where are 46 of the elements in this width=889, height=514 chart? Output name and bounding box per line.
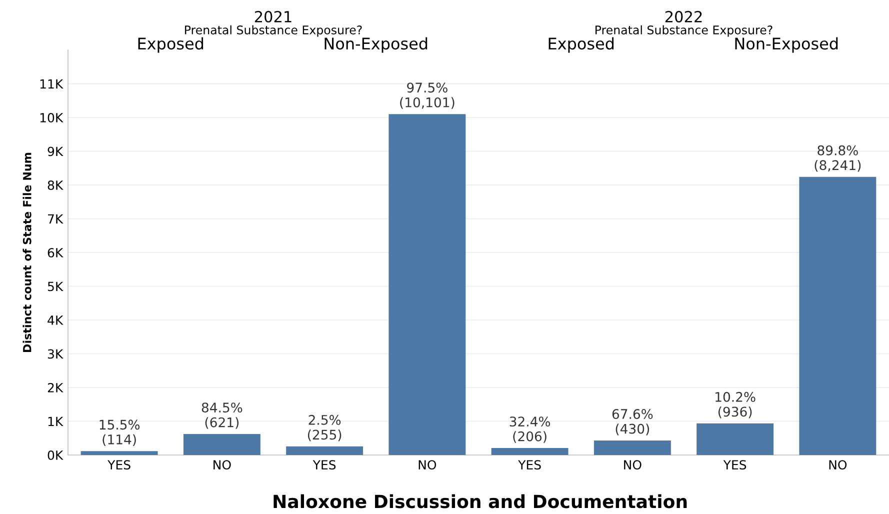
bar bbox=[799, 176, 876, 455]
y-tick-label: 2K bbox=[48, 382, 64, 392]
y-axis-title: Distinct count of State File Num bbox=[22, 152, 32, 352]
text: Naloxone Discussion and Documentation bbox=[274, 494, 687, 508]
y-tick-label: 7K bbox=[48, 214, 64, 224]
y-tick-label: 3K bbox=[48, 349, 64, 359]
y-tick-label: 4K bbox=[48, 316, 64, 325]
data-label: 32.4% (206) bbox=[510, 416, 550, 443]
x-tick-label: NO bbox=[214, 460, 231, 470]
data-label: 2.5% (255) bbox=[308, 414, 342, 442]
y-tick-label: 9K bbox=[48, 146, 64, 156]
annotation: Non-Exposed bbox=[735, 37, 838, 53]
annotation: Exposed bbox=[138, 37, 204, 53]
annotation: Exposed bbox=[548, 37, 614, 53]
text: Prenatal Substance Exposure? bbox=[185, 25, 362, 37]
x-tick-label: NO bbox=[624, 460, 642, 470]
x-tick-label: YES bbox=[518, 460, 541, 470]
y-tick-label: 8K bbox=[48, 180, 64, 190]
bar bbox=[286, 446, 364, 455]
text: Prenatal Substance Exposure? bbox=[596, 25, 772, 37]
y-tick-label: 6K bbox=[48, 248, 64, 258]
bar bbox=[696, 423, 774, 455]
y-tick-label: 1K bbox=[48, 416, 64, 426]
bar bbox=[183, 434, 260, 455]
bar bbox=[594, 440, 671, 455]
bar bbox=[80, 451, 158, 455]
text: 2022 bbox=[665, 10, 702, 22]
annotation: Non-Exposed bbox=[324, 37, 428, 53]
x-tick-label: NO bbox=[418, 460, 436, 470]
data-label: 67.6% (430) bbox=[612, 409, 653, 436]
data-label: 89.8% (8,241) bbox=[814, 145, 861, 172]
y-tick-label: 0K bbox=[48, 450, 64, 460]
x-tick-label: NO bbox=[829, 460, 847, 470]
x-tick-label: YES bbox=[108, 460, 130, 470]
bar bbox=[491, 448, 568, 455]
data-label: 15.5% (114) bbox=[100, 420, 140, 446]
text: 2021 bbox=[254, 10, 292, 22]
x-tick-label: YES bbox=[723, 460, 746, 470]
data-label: 97.5% (10,101) bbox=[400, 82, 454, 109]
y-tick-label: 5K bbox=[48, 282, 64, 292]
data-label: 84.5% (621) bbox=[202, 402, 242, 429]
bar bbox=[388, 114, 466, 455]
y-tick-label: 11K bbox=[40, 79, 64, 88]
y-tick-label: 10K bbox=[40, 112, 64, 122]
x-tick-label: YES bbox=[312, 460, 336, 470]
data-label: 10.2% (936) bbox=[716, 392, 756, 418]
